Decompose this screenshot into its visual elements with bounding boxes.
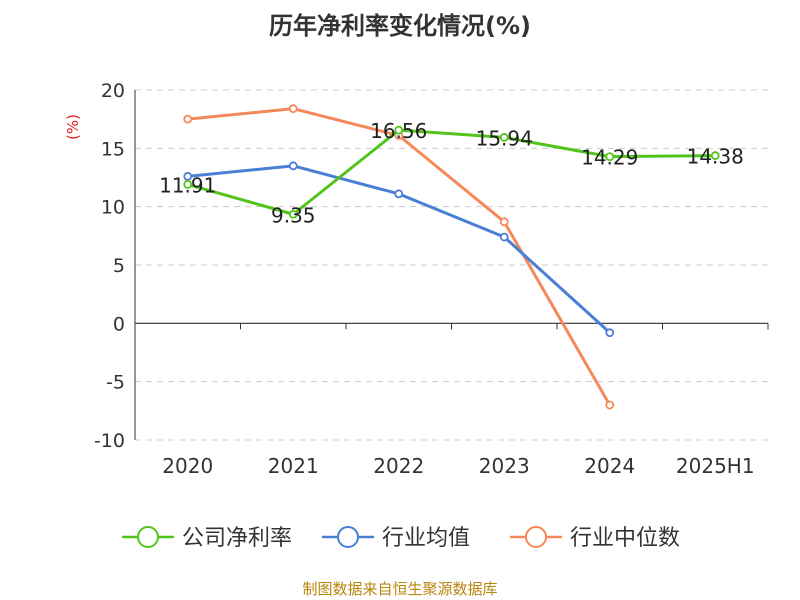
- data-label: 16.56: [370, 119, 427, 143]
- data-point: [499, 232, 509, 242]
- series-line-0: [187, 128, 716, 216]
- legend-marker-icon: [337, 526, 359, 548]
- data-point: [710, 151, 720, 160]
- data-point: [499, 132, 509, 142]
- data-point: [605, 328, 615, 338]
- y-tick-label: -5: [106, 372, 125, 394]
- data-point: [288, 209, 298, 219]
- data-label: 14.29: [581, 146, 638, 170]
- data-point: [288, 104, 298, 114]
- x-tick-label: 2023: [479, 454, 530, 478]
- data-label: 15.94: [476, 126, 533, 150]
- series-lines: [183, 104, 720, 410]
- y-tick-label: 0: [113, 313, 125, 335]
- y-tick-label: 10: [101, 197, 125, 219]
- data-point: [394, 125, 404, 135]
- data-point: [183, 179, 193, 189]
- data-point: [499, 217, 509, 227]
- legend-item: 行业均值: [322, 526, 470, 551]
- y-axis-title: (%): [64, 114, 82, 140]
- data-point: [605, 400, 615, 410]
- data-source-note: 制图数据来自恒生聚源数据库: [302, 580, 498, 598]
- y-tick-label: 5: [113, 255, 125, 277]
- y-tick-label: 20: [101, 80, 125, 102]
- axes: 20 15 10 5 0 -5 -10 2020 2021 2022 2023 2024 2025H1 (…: [64, 80, 769, 478]
- x-tick-label: 2025H1: [676, 454, 755, 478]
- x-tick-label: 2022: [373, 454, 424, 478]
- y-tick-label: 15: [101, 138, 125, 160]
- data-point: [183, 171, 193, 181]
- x-tick-label: 2020: [162, 454, 213, 478]
- legend-label: 公司净利率: [182, 526, 292, 551]
- data-label: 11.91: [159, 173, 216, 197]
- y-tick-label: -10: [94, 430, 125, 452]
- legend-marker-icon: [525, 526, 547, 548]
- legend-item: 行业中位数: [510, 526, 680, 551]
- data-label: 14.38: [687, 145, 744, 169]
- x-tick-label: 2024: [584, 454, 635, 478]
- legend-marker-icon: [137, 526, 159, 548]
- legend-label: 行业均值: [382, 526, 470, 551]
- grid-lines: [135, 89, 768, 441]
- data-point: [183, 114, 193, 124]
- data-point: [394, 189, 404, 199]
- chart-title: 历年净利率变化情况(%): [269, 12, 531, 40]
- legend-item: 公司净利率: [122, 526, 292, 551]
- data-label: 9.35: [271, 203, 316, 227]
- data-labels: 11.91 9.35 16.56 15.94 14.29 14.38: [159, 119, 744, 227]
- x-tick-label: 2021: [268, 454, 319, 478]
- series-line-2: [187, 107, 612, 406]
- data-point: [288, 161, 298, 171]
- legend-label: 行业中位数: [570, 526, 680, 551]
- legend: 公司净利率 行业均值 行业中位数: [122, 526, 680, 551]
- data-point: [605, 152, 615, 162]
